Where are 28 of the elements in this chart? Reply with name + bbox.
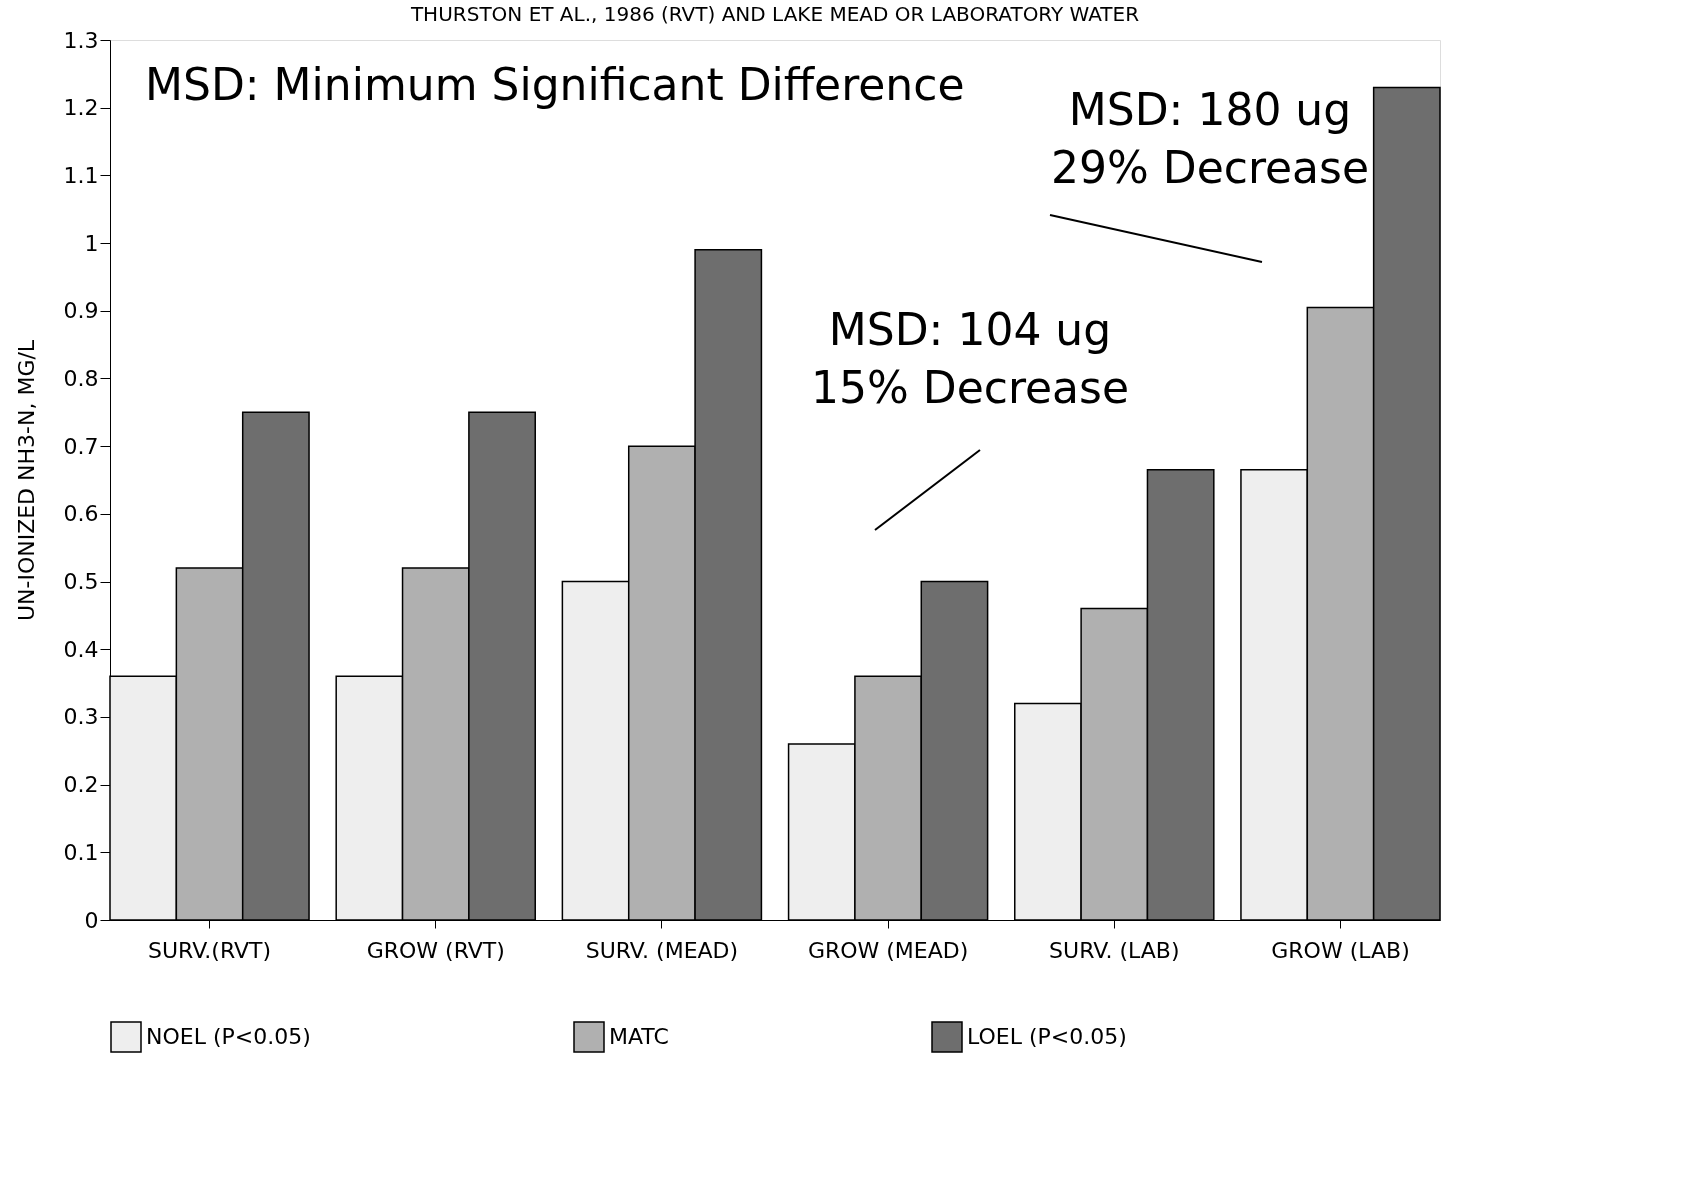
y-tick-label: 0.7 [63,433,99,459]
legend-label: MATC [609,1024,669,1049]
x-tick-label: SURV. (MEAD) [585,937,739,963]
x-tick-label: GROW (MEAD) [807,937,969,963]
y-tick-label: 0.2 [63,772,99,798]
x-tick-label: SURV. (LAB) [1049,937,1180,963]
y-tick-label: 0.9 [63,298,99,324]
x-tick-label: GROW (RVT) [366,937,505,963]
y-tick-label: 0.3 [63,704,99,730]
y-tick-label: 0.1 [63,839,99,865]
legend-label: LOEL (P<0.05) [967,1024,1127,1049]
legend-label: NOEL (P<0.05) [146,1024,311,1049]
y-tick-label: 0.8 [63,365,99,391]
y-tick-label: 1.3 [63,27,99,53]
y-tick-label: 0.4 [63,636,99,662]
annotation: MSD: 180 ug 29% Decrease [1050,84,1370,193]
y-tick-label: 0.6 [63,501,99,527]
y-tick-label: 1.2 [63,95,99,121]
x-tick-label: SURV.(RVT) [147,937,272,963]
y-tick-label: 0 [84,907,99,933]
y-tick-label: 1.1 [63,162,99,188]
x-tick-label: GROW (LAB) [1271,937,1410,963]
y-axis-title: UN-IONIZED NH3-N, MG/L [13,339,39,622]
y-tick-label: 1 [84,230,99,256]
chart-title: THURSTON ET AL., 1986 (RVT) AND LAKE MEAD OR LABORATORY WATER [409,2,1140,26]
y-tick-label: 0.5 [63,569,99,595]
annotation: MSD: Minimum Significant Difference [145,59,965,110]
annotation: MSD: 104 ug 15% Decrease [810,304,1130,413]
